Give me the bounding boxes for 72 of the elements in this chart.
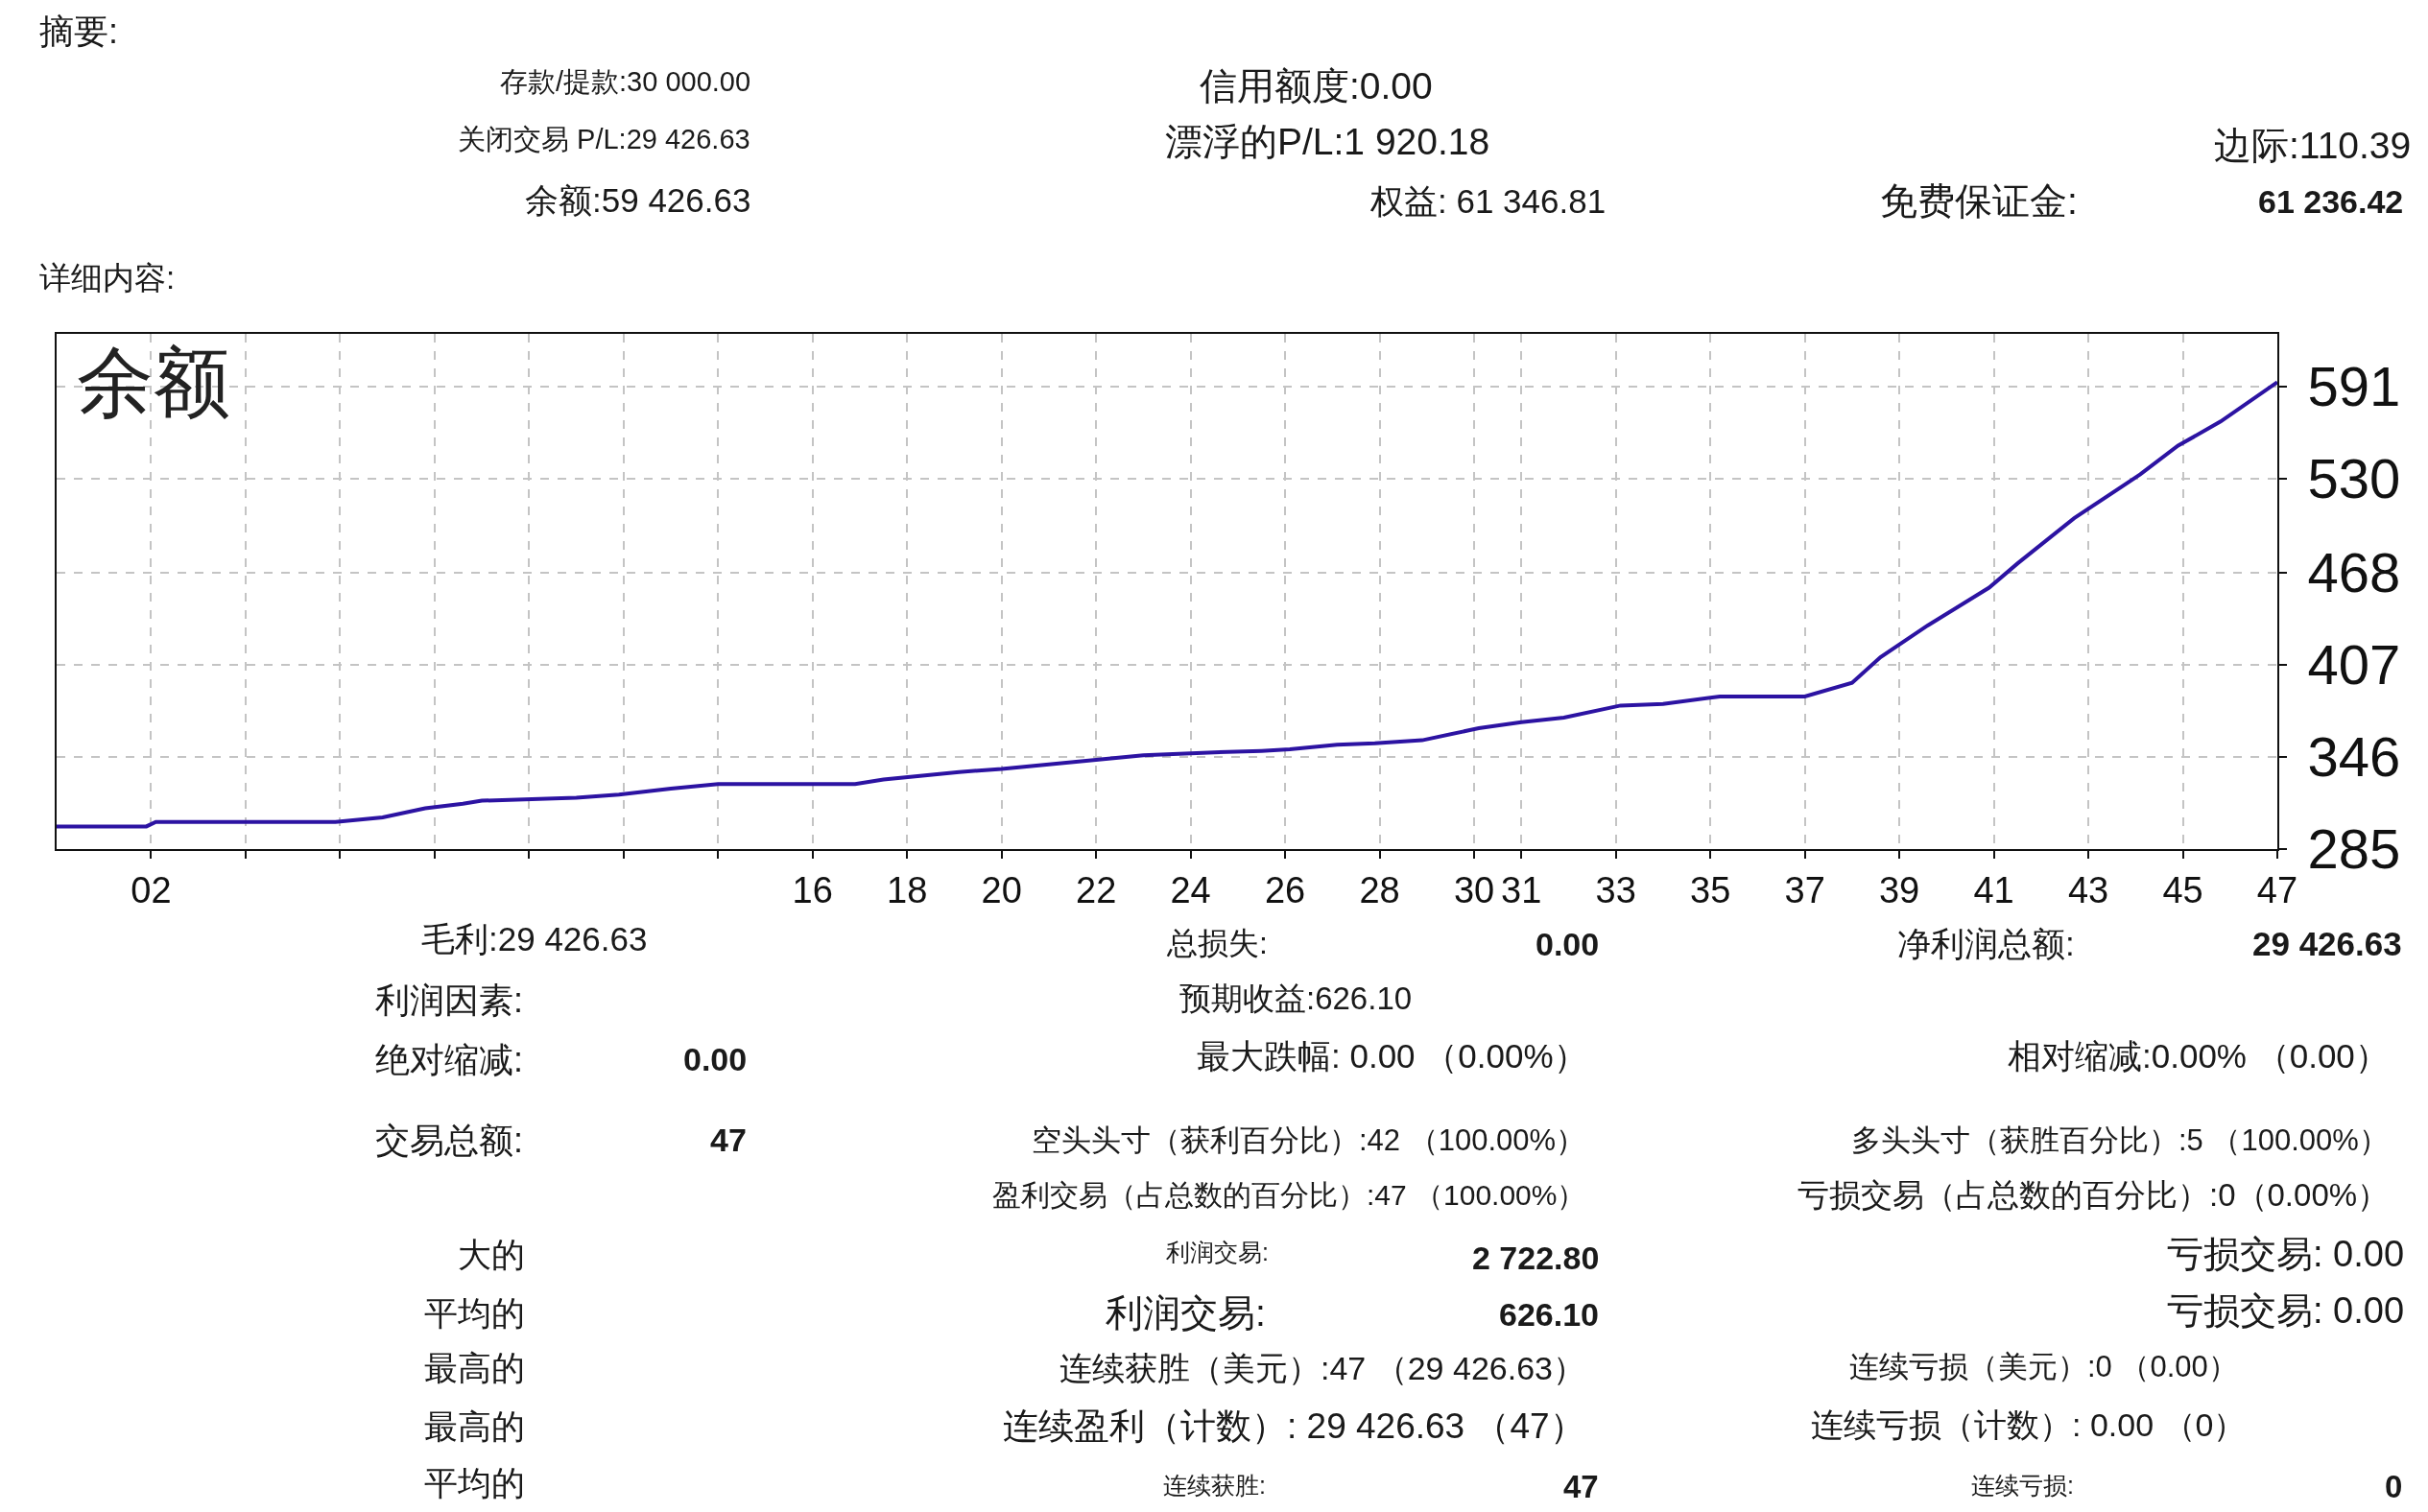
text: 0 — [2385, 1469, 2403, 1504]
x-tick-label: 20 — [981, 869, 1022, 910]
x-tick-label: 41 — [1973, 869, 2014, 910]
chart-title: 余额 — [77, 341, 230, 425]
text: 连续亏损: — [1971, 1472, 2074, 1499]
x-tick-label: 35 — [1690, 869, 1731, 910]
x-tick-label: 33 — [1595, 869, 1636, 910]
text: 连续获胜: — [1163, 1472, 1266, 1499]
x-tick-label: 43 — [2067, 869, 2109, 910]
x-tick-label: 28 — [1359, 869, 1400, 910]
text: 连续亏损（计数）: 0.00 （0） — [1811, 1406, 2247, 1443]
x-tick-label: 18 — [887, 869, 928, 910]
x-tick-label: 37 — [1784, 869, 1825, 910]
text: 利润交易: — [1166, 1239, 1269, 1265]
text: 29 426.63 — [2252, 925, 2402, 962]
x-tick-label: 31 — [1501, 869, 1542, 910]
text: 亏损交易: 0.00 — [2167, 1290, 2405, 1331]
x-tick-label: 39 — [1878, 869, 1920, 910]
text: 亏损交易: 0.00 — [2167, 1234, 2405, 1274]
text: 最高的 — [424, 1349, 525, 1386]
x-tick-label: 26 — [1264, 869, 1306, 910]
x-tick-label: 02 — [131, 869, 172, 910]
text: 相对缩减:0.00% （0.00） — [2008, 1037, 2389, 1075]
text: 详细内容: — [39, 260, 176, 295]
text: 最大跌幅: 0.00 （0.00%） — [1197, 1037, 1587, 1075]
text: 多头头寸（获胜百分比）:5 （100.00%） — [1851, 1123, 2389, 1157]
x-tick-label: 45 — [2162, 869, 2203, 910]
text: 利润因素: — [375, 980, 524, 1020]
x-tick-label: 47 — [2256, 869, 2298, 910]
text: 利润交易: — [1106, 1292, 1266, 1334]
text: 盈利交易（占总数的百分比）:47 （100.00%） — [992, 1179, 1586, 1211]
text: 平均的 — [424, 1294, 525, 1332]
text: 存款/提款:30 000.00 — [500, 66, 751, 97]
text: 0.00 — [1535, 926, 1600, 962]
text: 61 236.42 — [2258, 183, 2404, 220]
text: 平均的 — [424, 1464, 525, 1501]
text: 亏损交易（占总数的百分比）:0（0.00%） — [1797, 1177, 2390, 1213]
x-tick-label: 16 — [792, 869, 833, 910]
text: 余额:59 426.63 — [525, 181, 751, 219]
text: 净利润总额: — [1897, 925, 2075, 962]
x-tick-label: 30 — [1453, 869, 1495, 910]
x-tick-label: 22 — [1076, 869, 1117, 910]
text: 边际:110.39 — [2214, 125, 2412, 166]
text: 交易总额: — [375, 1121, 524, 1160]
text: 47 — [710, 1122, 747, 1158]
y-tick-label: 468 — [2307, 541, 2401, 604]
y-tick-label: 530 — [2307, 447, 2401, 510]
y-tick-label: 591 — [2307, 355, 2401, 418]
text: 连续盈利（计数）: 29 426.63 （47） — [1003, 1406, 1585, 1446]
text: 毛利:29 426.63 — [421, 920, 648, 957]
text: 626.10 — [1499, 1296, 1599, 1333]
text: 免费保证金: — [1880, 180, 2078, 222]
text: 预期收益:626.10 — [1179, 980, 1413, 1016]
y-tick-label: 346 — [2307, 725, 2401, 789]
text: 漂浮的P/L:1 920.18 — [1165, 121, 1490, 162]
text: 摘要: — [39, 12, 119, 51]
text: 绝对缩减: — [375, 1040, 524, 1079]
text: 0.00 — [683, 1041, 748, 1077]
text: 连续亏损（美元）:0 （0.00） — [1849, 1350, 2238, 1383]
y-tick-label: 285 — [2307, 817, 2401, 881]
text: 空头头寸（获利百分比）:42 （100.00%） — [1032, 1123, 1586, 1157]
text: 权益: 61 346.81 — [1369, 182, 1607, 220]
text: 信用额度:0.00 — [1200, 65, 1433, 106]
text: 最高的 — [424, 1407, 525, 1445]
text: 2 722.80 — [1472, 1240, 1600, 1276]
text: 连续获胜（美元）:47 （29 426.63） — [1059, 1350, 1585, 1386]
text: 47 — [1563, 1469, 1599, 1504]
text: 大的 — [458, 1236, 525, 1273]
text: 总损失: — [1166, 926, 1268, 960]
y-tick-label: 407 — [2307, 633, 2401, 697]
x-tick-label: 24 — [1170, 869, 1211, 910]
text: 关闭交易 P/L:29 426.63 — [458, 124, 750, 154]
